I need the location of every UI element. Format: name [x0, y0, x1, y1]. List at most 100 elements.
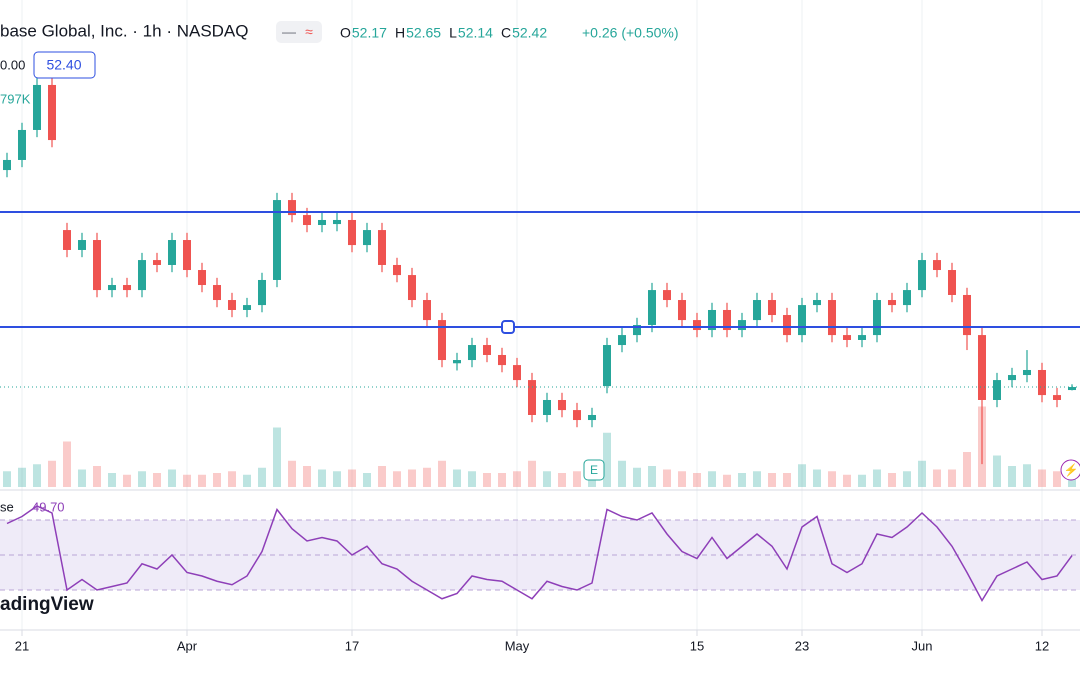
candle-body [348, 219, 356, 246]
candle-body [1068, 387, 1076, 391]
volume-bar [618, 460, 626, 487]
volume-bar [933, 469, 941, 487]
candle-body [603, 345, 611, 387]
volume-bar [213, 473, 221, 487]
x-tick-label: 12 [1035, 638, 1049, 653]
candle-body [393, 264, 401, 276]
candle-body [18, 129, 26, 160]
candle-body [93, 240, 101, 291]
watermark: adingView [0, 594, 94, 615]
volume-bar [93, 466, 101, 487]
volume-bar [303, 466, 311, 487]
candle-body [798, 305, 806, 336]
volume-bar [483, 473, 491, 487]
rsi-pane [0, 505, 1080, 603]
ohlc-key: L [449, 25, 457, 41]
ohlc-value: 52.42 [512, 25, 547, 41]
candle-body [168, 240, 176, 265]
candle-body [1038, 369, 1046, 396]
rsi-name: se [0, 499, 14, 514]
volume-bar [513, 471, 521, 487]
volume-bar [573, 471, 581, 487]
volume-bar [198, 474, 206, 487]
volume-bar [228, 471, 236, 487]
volume-bar [408, 469, 416, 487]
toggle-icon: ≈ [305, 24, 313, 40]
candle-body [453, 360, 461, 364]
volume-bar [108, 473, 116, 487]
volume-bar [378, 466, 386, 487]
volume-bar [918, 460, 926, 487]
volume-bar [258, 467, 266, 487]
candle-body [78, 240, 86, 250]
candle-body [363, 230, 371, 246]
volume-bar [33, 464, 41, 487]
earnings-badge[interactable] [583, 459, 605, 481]
candle-body [153, 260, 161, 265]
candle-body [333, 219, 341, 225]
volume-bar [873, 469, 881, 487]
volume-bar [243, 474, 251, 487]
candle-body [468, 345, 476, 361]
candle-body [813, 300, 821, 306]
volume-bar [333, 471, 341, 487]
candle-body [588, 414, 596, 421]
price-pane [0, 68, 1080, 465]
candle-body [618, 335, 626, 346]
x-tick-label: Jun [912, 638, 933, 653]
candle-body [738, 320, 746, 331]
volume-bar [558, 473, 566, 487]
candle-body [993, 380, 1001, 400]
volume-bar [588, 474, 596, 487]
volume-bar [498, 473, 506, 487]
candle-body [198, 270, 206, 286]
candle-body [528, 380, 536, 415]
change: +0.26 (+0.50%) [582, 25, 679, 41]
candle-body [873, 300, 881, 336]
volume-bar [348, 469, 356, 487]
ohlc-legend: O 52.17 H 52.65 L 52.14 C 52.42 [340, 25, 547, 41]
price-badge-box[interactable] [33, 51, 96, 79]
rsi-value: 49.70 [32, 499, 65, 514]
volume-bar [633, 467, 641, 487]
candle-body [378, 230, 386, 265]
volume-bar [693, 473, 701, 487]
time-axis: 21 Apr 17 May 15 23 Jun 12 [15, 638, 1049, 653]
candle-body [33, 84, 41, 130]
events-icon: ⚡ [1064, 463, 1079, 477]
candle-body [558, 399, 566, 411]
volume-bar [1023, 464, 1031, 487]
toggle-button[interactable] [276, 21, 322, 43]
candle-body [783, 315, 791, 336]
volume-bar [1053, 471, 1061, 487]
volume-bar [993, 455, 1001, 487]
volume-bar [423, 467, 431, 487]
toggle-icon: — [282, 24, 296, 40]
candle-body [678, 300, 686, 321]
volume-bar [1038, 469, 1046, 487]
candle-body [483, 345, 491, 355]
candle-body [423, 300, 431, 321]
volume-bar [663, 469, 671, 487]
ohlc-key: C [501, 25, 511, 41]
candle-body [3, 159, 11, 171]
candle-body [408, 275, 416, 301]
candle-body [258, 279, 266, 306]
x-tick-label: 15 [690, 638, 704, 653]
events-button[interactable] [1060, 459, 1080, 481]
candle-body [108, 285, 116, 291]
candle-body [663, 290, 671, 301]
volume-bar [123, 474, 131, 487]
volume-bar [288, 460, 296, 487]
ohlc-value: 52.14 [458, 25, 493, 41]
x-tick-label: May [505, 638, 530, 653]
volume-bar [153, 473, 161, 487]
volume-value: 797K [0, 91, 31, 106]
volume-bar [438, 460, 446, 487]
volume-bar [48, 460, 56, 487]
symbol-title: base Global, Inc. · 1h · NASDAQ [0, 21, 249, 40]
volume-bar [78, 469, 86, 487]
